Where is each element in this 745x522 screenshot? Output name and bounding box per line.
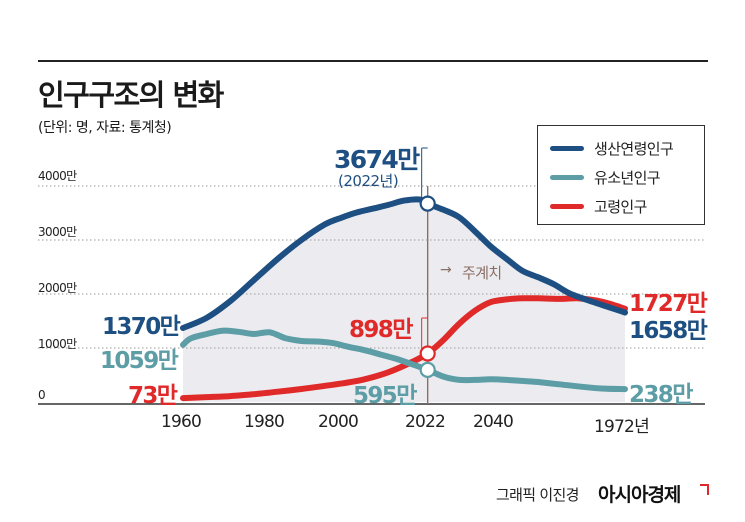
x-tick-label: 2000 bbox=[318, 412, 359, 432]
annotation-markers bbox=[419, 147, 436, 378]
top-rule bbox=[38, 60, 708, 62]
x-tick-label: 2022 bbox=[405, 412, 446, 432]
legend-swatch bbox=[550, 174, 584, 180]
legend-label: 고령인구 bbox=[594, 197, 647, 216]
legend-item: 생산연령인구 bbox=[550, 136, 674, 160]
series-line-working bbox=[180, 196, 628, 331]
unit-note: (단위: 명, 자료: 통계청) bbox=[38, 120, 172, 136]
brand-logo: 아시아경제 bbox=[598, 484, 681, 506]
y-tick-label: 3000만 bbox=[38, 225, 77, 239]
x-tick-label: 1960 bbox=[161, 412, 202, 432]
x-tick-label: 1980 bbox=[244, 412, 285, 432]
marker-elderly bbox=[419, 345, 436, 362]
series-line-youth bbox=[180, 327, 628, 393]
legend-swatch bbox=[550, 145, 584, 151]
y-tick-label: 2000만 bbox=[38, 281, 77, 295]
y-tick-label: 1000만 bbox=[38, 337, 77, 351]
chart-title: 인구구조의 변화 bbox=[38, 78, 224, 112]
legend-item: 유소년인구 bbox=[550, 165, 661, 189]
working-start-label: 1370만 bbox=[102, 314, 181, 340]
area-under-curve bbox=[183, 199, 625, 402]
y-tick-label: 0 bbox=[38, 388, 46, 402]
grid-lines bbox=[38, 185, 705, 405]
legend-label: 생산연령인구 bbox=[594, 139, 674, 158]
youth-end-label: 238만 bbox=[629, 382, 693, 408]
youth-2022-label: 595만 bbox=[353, 383, 417, 409]
elderly-start-label: 73만 bbox=[128, 383, 178, 409]
peak-year-label: (2022년) bbox=[338, 172, 399, 190]
marker-working bbox=[419, 195, 436, 212]
x-tick-label: 2040 bbox=[473, 412, 514, 432]
legend-swatch bbox=[550, 203, 584, 209]
graphic-credit: 그래픽 이진경 bbox=[496, 486, 579, 504]
x-tick-label: 1972년 bbox=[594, 417, 650, 437]
elderly-2022-label: 898만 bbox=[349, 317, 413, 343]
y-tick-label: 4000만 bbox=[38, 169, 77, 183]
legend-label: 유소년인구 bbox=[594, 168, 661, 187]
brand-mark-icon bbox=[700, 484, 709, 495]
marker-youth bbox=[419, 361, 436, 378]
projection-label: 주계치 bbox=[462, 264, 502, 282]
peak-value-label: 3674만 bbox=[334, 145, 420, 174]
elderly-end-label: 1727만 bbox=[629, 291, 708, 317]
chart-legend: 생산연령인구 유소년인구 고령인구 bbox=[537, 125, 705, 225]
projection-arrow-icon: → bbox=[440, 262, 452, 278]
working-end-label: 1658만 bbox=[629, 318, 708, 344]
youth-start-label: 1059만 bbox=[100, 348, 179, 374]
background-band bbox=[183, 199, 625, 402]
legend-item: 고령인구 bbox=[550, 194, 647, 218]
